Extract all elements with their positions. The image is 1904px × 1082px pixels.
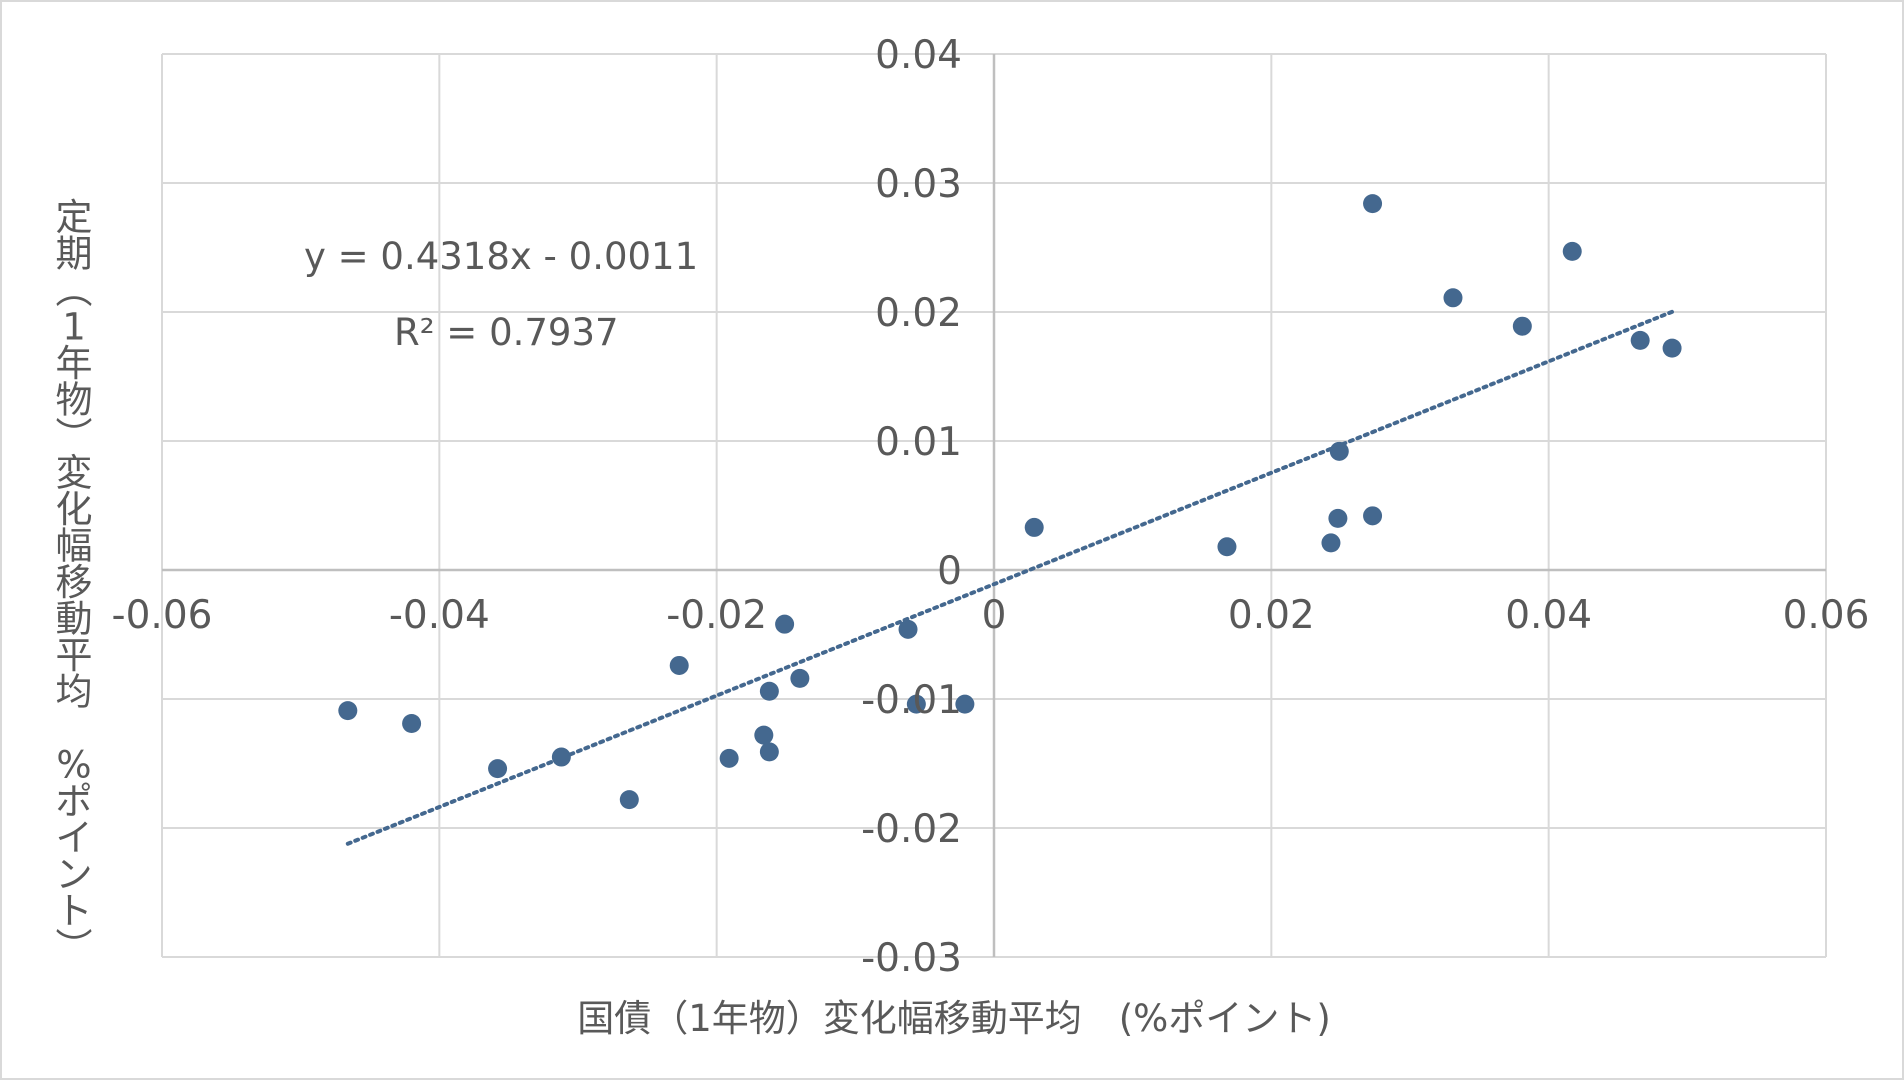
data-point-12 xyxy=(898,619,918,639)
axes xyxy=(162,54,1826,957)
y-axis-title-char: 物 xyxy=(56,379,93,422)
trendline xyxy=(345,309,1675,846)
y-axis-title-char: 定 xyxy=(56,196,93,239)
x-tick-label: -0.04 xyxy=(389,593,490,638)
data-point-6 xyxy=(719,748,739,768)
data-point-17 xyxy=(1321,533,1341,553)
y-axis-title-char: 1 xyxy=(62,306,86,349)
y-axis-title-char: 平 xyxy=(56,634,93,677)
x-tick-label: -0.02 xyxy=(666,593,767,638)
y-axis-title-char: イ xyxy=(56,817,93,860)
data-point-8 xyxy=(759,742,779,762)
x-tick-label: 0 xyxy=(982,593,1007,638)
y-tick-label: 0.04 xyxy=(875,33,962,78)
y-axis-title-char: ポ xyxy=(56,780,93,823)
x-tick-label: -0.06 xyxy=(112,593,213,638)
data-points xyxy=(338,194,1682,810)
data-point-0 xyxy=(338,701,358,721)
data-point-20 xyxy=(1363,506,1383,526)
y-axis-title-char: 動 xyxy=(56,598,93,641)
y-tick-label: -0.03 xyxy=(861,936,962,981)
trendline-group xyxy=(345,309,1675,846)
y-tick-label: 0 xyxy=(937,549,962,594)
y-axis-title-char: ト xyxy=(56,890,93,933)
y-axis-title-char: 化 xyxy=(56,488,93,531)
data-point-25 xyxy=(1630,330,1650,350)
y-axis-title-char: 年 xyxy=(56,342,93,385)
data-point-19 xyxy=(1329,441,1349,461)
y-axis-title-char: 期 xyxy=(56,233,93,276)
data-point-10 xyxy=(775,614,795,634)
y-axis-title-char: 移 xyxy=(56,561,93,604)
y-tick-label: -0.02 xyxy=(861,807,962,852)
y-axis-title: 定期︵ 1 年物︶変化幅移動平均 %ポイント︶ xyxy=(56,196,93,969)
y-axis-title-char: ︶ xyxy=(56,926,93,969)
trendline-equation: y = 0.4318x - 0.0011 xyxy=(304,235,698,278)
data-point-22 xyxy=(1443,288,1463,308)
data-point-11 xyxy=(790,668,810,688)
data-point-26 xyxy=(1662,338,1682,358)
data-point-24 xyxy=(1562,241,1582,261)
r-squared-label: R² = 0.7937 xyxy=(394,311,619,354)
data-point-9 xyxy=(759,681,779,701)
data-point-4 xyxy=(619,790,639,810)
y-axis-title-char: ︵ xyxy=(56,269,93,312)
y-axis-title-char: 幅 xyxy=(56,525,93,568)
data-point-7 xyxy=(754,725,774,745)
y-tick-labels: -0.03 -0.02 -0.01 0 0.01 0.02 0.03 0.04 xyxy=(861,33,962,981)
data-point-14 xyxy=(955,694,975,714)
data-point-3 xyxy=(551,747,571,767)
y-axis-title-char: ︶ xyxy=(56,415,93,458)
data-point-5 xyxy=(669,655,689,675)
x-tick-label: 0.02 xyxy=(1228,593,1315,638)
x-tick-labels: -0.06 -0.04 -0.02 0 0.02 0.04 0.06 xyxy=(112,593,1870,638)
data-point-21 xyxy=(1363,194,1383,214)
y-tick-label: 0.02 xyxy=(875,291,962,336)
x-tick-label: 0.06 xyxy=(1783,593,1870,638)
data-point-16 xyxy=(1217,537,1237,557)
y-axis-title-char: 変 xyxy=(56,452,93,495)
y-tick-label: -0.01 xyxy=(861,678,962,723)
data-point-1 xyxy=(402,714,422,734)
data-point-18 xyxy=(1328,508,1348,528)
data-point-13 xyxy=(906,694,926,714)
data-point-15 xyxy=(1024,517,1044,537)
y-axis-title-char: % xyxy=(56,744,91,787)
y-axis-title-char: ン xyxy=(56,853,93,896)
y-axis-title-char: 均 xyxy=(56,671,93,714)
x-axis-title: 国債（1年物）変化幅移動平均 (%ポイント) xyxy=(577,997,1331,1040)
data-point-2 xyxy=(488,759,508,779)
y-tick-label: 0.01 xyxy=(875,420,962,465)
x-tick-label: 0.04 xyxy=(1505,593,1592,638)
y-tick-label: 0.03 xyxy=(875,162,962,207)
data-point-23 xyxy=(1512,316,1532,336)
